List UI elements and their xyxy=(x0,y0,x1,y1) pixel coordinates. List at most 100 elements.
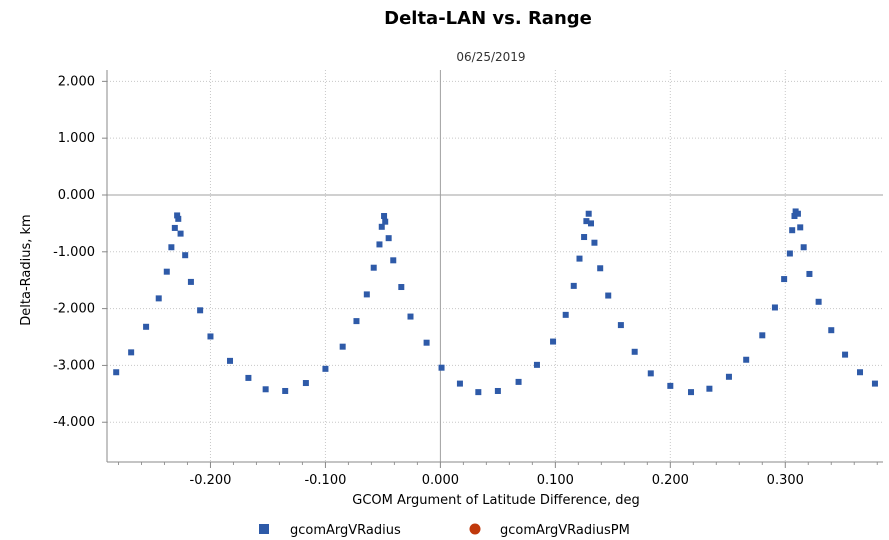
data-point-gcomArgVRadius xyxy=(725,373,732,380)
x-tick-label: 0.300 xyxy=(767,473,804,488)
data-point-gcomArgVRadius xyxy=(631,348,638,355)
legend-label-gcomArgVRadiusPM: gcomArgVRadiusPM xyxy=(500,523,630,538)
data-point-gcomArgVRadius xyxy=(585,210,592,217)
data-point-gcomArgVRadius xyxy=(113,369,120,376)
data-point-gcomArgVRadius xyxy=(381,213,388,220)
axes-layer xyxy=(102,70,883,468)
data-point-gcomArgVRadius xyxy=(550,338,557,345)
data-point-gcomArgVRadius xyxy=(515,378,522,385)
data-point-gcomArgVRadius xyxy=(771,304,778,311)
data-point-gcomArgVRadius xyxy=(842,351,849,358)
data-point-gcomArgVRadius xyxy=(143,323,150,330)
y-axis-label: Delta-Radius, km xyxy=(19,214,34,325)
data-point-gcomArgVRadius xyxy=(197,307,204,314)
data-point-gcomArgVRadius xyxy=(322,365,329,372)
data-point-gcomArgVRadius xyxy=(339,343,346,350)
data-point-gcomArgVRadius xyxy=(262,386,269,393)
data-point-gcomArgVRadius xyxy=(857,369,864,376)
data-point-gcomArgVRadius xyxy=(282,387,289,394)
data-point-gcomArgVRadius xyxy=(302,380,309,387)
y-tick-label: 0.000 xyxy=(58,188,95,203)
data-point-gcomArgVRadius xyxy=(370,264,377,271)
legend-marker-gcomArgVRadiusPM xyxy=(469,523,481,535)
data-point-gcomArgVRadius xyxy=(155,295,162,302)
y-tick-label: -2.000 xyxy=(53,302,95,317)
data-point-gcomArgVRadius xyxy=(177,230,184,237)
legend-marker-gcomArgVRadius xyxy=(259,524,269,534)
data-point-gcomArgVRadius xyxy=(423,339,430,346)
x-tick-label: 0.000 xyxy=(422,473,459,488)
data-point-gcomArgVRadius xyxy=(494,387,501,394)
x-tick-label: 0.100 xyxy=(537,473,574,488)
legend-label-gcomArgVRadius: gcomArgVRadius xyxy=(290,523,401,538)
data-point-gcomArgVRadius xyxy=(806,270,813,277)
data-point-gcomArgVRadius xyxy=(597,265,604,272)
data-point-gcomArgVRadius xyxy=(175,215,182,222)
x-tick-label: -0.200 xyxy=(190,473,232,488)
data-point-gcomArgVRadius xyxy=(581,234,588,241)
data-point-gcomArgVRadius xyxy=(800,244,807,251)
data-point-gcomArgVRadius xyxy=(390,257,397,264)
data-point-gcomArgVRadius xyxy=(791,213,798,220)
x-tick-label: -0.100 xyxy=(304,473,346,488)
data-point-gcomArgVRadius xyxy=(475,389,482,396)
data-point-gcomArgVRadius xyxy=(533,361,540,368)
data-point-gcomArgVRadius xyxy=(583,218,590,225)
data-point-gcomArgVRadius xyxy=(647,370,654,377)
data-point-gcomArgVRadius xyxy=(456,380,463,387)
data-point-gcomArgVRadius xyxy=(363,291,370,298)
data-point-gcomArgVRadius xyxy=(128,349,135,356)
data-point-gcomArgVRadius xyxy=(187,278,194,285)
data-point-gcomArgVRadius xyxy=(382,218,389,225)
data-point-gcomArgVRadius xyxy=(781,276,788,283)
data-point-gcomArgVRadius xyxy=(227,357,234,364)
y-tick-label: -4.000 xyxy=(53,415,95,430)
data-point-gcomArgVRadius xyxy=(562,311,569,318)
data-point-gcomArgVRadius xyxy=(688,389,695,396)
data-point-gcomArgVRadius xyxy=(438,364,445,371)
tick-labels: 2.000 1.000 0.000 -1.000 -2.000 -3.000 -4.000 -… xyxy=(53,74,804,488)
data-point-gcomArgVRadius xyxy=(407,313,414,320)
data-point-gcomArgVRadius xyxy=(786,250,793,257)
y-tick-label: 2.000 xyxy=(58,74,95,89)
y-tick-label: -3.000 xyxy=(53,358,95,373)
legend: gcomArgVRadius gcomArgVRadiusPM xyxy=(259,523,630,538)
data-point-gcomArgVRadius xyxy=(591,239,598,246)
data-point-gcomArgVRadius xyxy=(171,224,178,231)
data-point-gcomArgVRadius xyxy=(174,212,181,219)
data-point-gcomArgVRadius xyxy=(667,382,674,389)
data-point-gcomArgVRadius xyxy=(376,241,383,248)
data-point-gcomArgVRadius xyxy=(605,292,612,299)
data-points xyxy=(113,208,878,396)
data-point-gcomArgVRadius xyxy=(759,332,766,339)
grid-layer xyxy=(107,70,883,462)
chart-title: Delta-LAN vs. Range xyxy=(384,8,592,29)
data-point-gcomArgVRadius xyxy=(245,374,252,381)
data-point-gcomArgVRadius xyxy=(617,322,624,329)
data-point-gcomArgVRadius xyxy=(398,284,405,291)
data-point-gcomArgVRadius xyxy=(706,385,713,392)
data-point-gcomArgVRadius xyxy=(743,356,750,363)
y-tick-label: -1.000 xyxy=(53,245,95,260)
data-point-gcomArgVRadius xyxy=(576,255,583,262)
data-point-gcomArgVRadius xyxy=(570,282,577,289)
data-point-gcomArgVRadius xyxy=(378,223,385,230)
data-point-gcomArgVRadius xyxy=(587,220,594,227)
data-point-gcomArgVRadius xyxy=(871,380,878,387)
data-point-gcomArgVRadius xyxy=(182,252,189,259)
data-point-gcomArgVRadius xyxy=(815,298,822,305)
data-point-gcomArgVRadius xyxy=(163,268,170,275)
data-point-gcomArgVRadius xyxy=(207,333,214,340)
data-point-gcomArgVRadius xyxy=(353,318,360,325)
y-tick-label: 1.000 xyxy=(58,131,95,146)
data-point-gcomArgVRadius xyxy=(794,210,801,217)
x-tick-label: 0.200 xyxy=(652,473,689,488)
x-axis-label: GCOM Argument of Latitude Difference, de… xyxy=(352,493,639,508)
data-point-gcomArgVRadius xyxy=(828,327,835,334)
data-point-gcomArgVRadius xyxy=(789,227,796,234)
data-point-gcomArgVRadius xyxy=(385,235,392,242)
data-point-gcomArgVRadius xyxy=(797,224,804,231)
data-point-gcomArgVRadius xyxy=(168,244,175,251)
chart-subtitle: 06/25/2019 xyxy=(456,50,525,64)
